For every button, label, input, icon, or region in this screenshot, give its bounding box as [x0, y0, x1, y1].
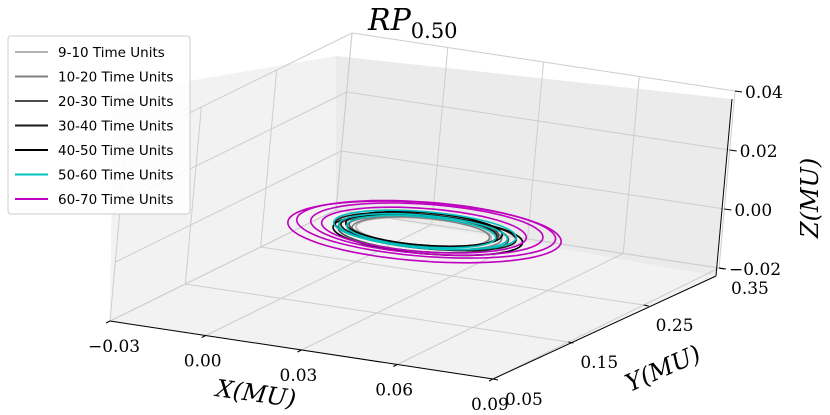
- legend-box: [7, 35, 191, 215]
- y-grid-line: [335, 32, 353, 211]
- trajectory-series-loop: [332, 209, 518, 251]
- z-tick-label: 0.04: [745, 83, 783, 103]
- x-tick-mark: [488, 378, 494, 382]
- y-grid-line: [260, 69, 278, 248]
- y-axis-label: Y(MU): [621, 340, 705, 398]
- y-axis-line: [492, 275, 717, 380]
- chart-title: RP0.50: [367, 3, 458, 43]
- legend-entry-label: 20-30 Time Units: [58, 94, 173, 110]
- x-tick-label: 0.00: [184, 352, 222, 372]
- trajectory-series-loop: [309, 202, 544, 256]
- z-tick-mark: [734, 90, 743, 93]
- trajectory-curves: [286, 199, 563, 264]
- x-tick-label: 0.06: [375, 381, 413, 401]
- x-grid-line: [397, 253, 624, 365]
- trajectory-series-loop: [320, 206, 528, 254]
- y-tick-mark: [492, 378, 499, 381]
- x-tick-mark: [393, 364, 398, 367]
- legend-entry-label: 30-40 Time Units: [58, 119, 173, 135]
- axis-ticks: −0.03 0.00 0.03 0.06 0.090.05 0.15 0.25 0.35−0.…: [88, 83, 783, 415]
- x-tick-mark: [201, 335, 206, 338]
- legend: 9-10 Time Units 10-20 Time Units 20-30 Tim…: [7, 35, 191, 215]
- y-grid-line: [185, 283, 569, 343]
- y-tick-label: 0.05: [505, 390, 543, 410]
- x-grid-line: [622, 76, 640, 254]
- z-grid-line: [109, 209, 337, 322]
- z-grid-line: [341, 150, 725, 210]
- z-tick-label: −0.02: [729, 260, 781, 280]
- x-grid-line: [492, 267, 720, 380]
- z-tick-mark: [718, 267, 727, 270]
- z-grid-line: [115, 150, 342, 263]
- x-tick-label: 0.09: [471, 395, 509, 415]
- legend-entry-label: 10-20 Time Units: [58, 70, 173, 86]
- grid-lines: [109, 32, 736, 380]
- y-tick-label: 0.35: [731, 279, 769, 299]
- z-tick-mark: [729, 149, 737, 152]
- z-tick-label: 0.02: [740, 142, 778, 162]
- x-grid-line: [431, 47, 449, 225]
- x-grid-line: [718, 90, 736, 269]
- x-tick-mark: [105, 320, 111, 324]
- y-grid-line: [184, 106, 202, 285]
- trajectory-series-loop: [345, 214, 497, 249]
- axes-panes: [110, 56, 732, 379]
- trajectory-series-loop: [286, 200, 563, 264]
- y-tick-label: 0.15: [580, 353, 618, 373]
- y-tick-mark: [568, 341, 574, 344]
- z-grid-line: [346, 91, 730, 151]
- pane-floor: [110, 210, 716, 379]
- z-axis-label: Z(MU): [796, 158, 824, 239]
- legend-entry-label: 60-70 Time Units: [58, 192, 173, 208]
- z-grid-line: [335, 209, 720, 269]
- x-grid-line: [527, 61, 544, 240]
- z-grid-line: [351, 32, 736, 92]
- z-tick-label: 0.00: [734, 201, 772, 221]
- y-grid-line: [260, 246, 644, 306]
- y-tick-label: 0.25: [656, 316, 694, 336]
- legend-entry-label: 50-60 Time Units: [58, 168, 173, 184]
- legend-entry-label: 40-50 Time Units: [58, 143, 173, 159]
- y-tick-mark: [643, 304, 649, 307]
- x-tick-mark: [297, 349, 302, 353]
- z-tick-mark: [724, 208, 732, 211]
- legend-entry-label: 9-10 Time Units: [58, 45, 165, 61]
- z-axis-line: [715, 98, 733, 277]
- x-tick-label: −0.03: [88, 337, 140, 357]
- chart-title-subscript: 0.50: [411, 19, 458, 43]
- x-tick-label: 0.03: [280, 366, 318, 386]
